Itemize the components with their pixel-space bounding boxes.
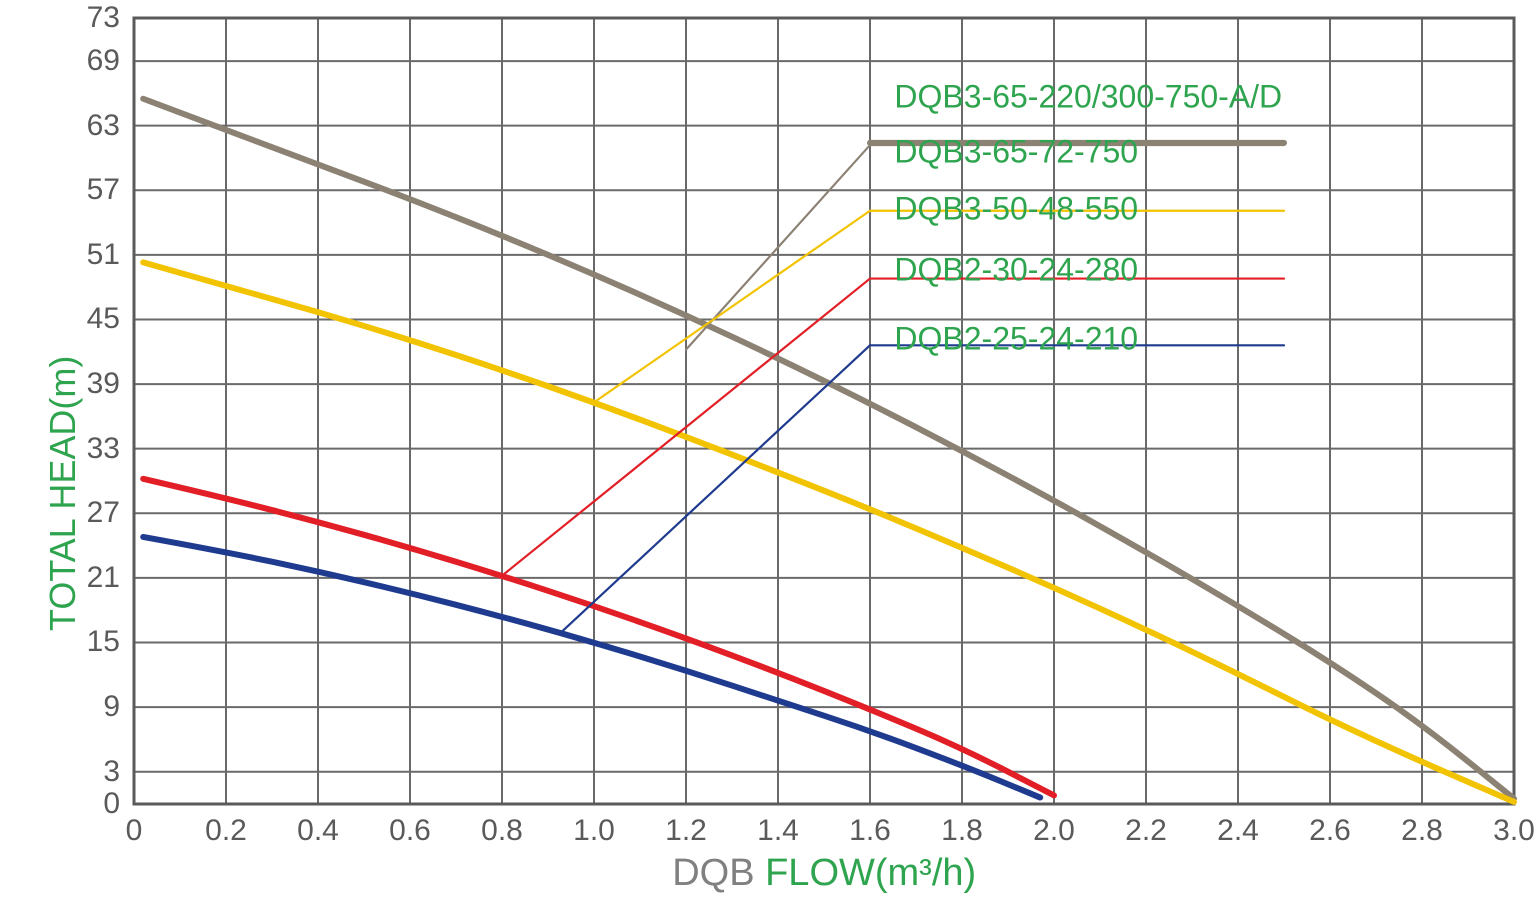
legend-label-dqb3-65-72-750: DQB3-65-72-750 [894, 133, 1138, 170]
x-tick-0.6: 0.6 [389, 814, 431, 848]
y-tick-57: 57 [87, 173, 120, 207]
pump-curve-chart [134, 18, 1514, 804]
y-tick-21: 21 [87, 561, 120, 595]
legend-leaders [502, 143, 1284, 632]
x-tick-0.4: 0.4 [297, 814, 339, 848]
legend-label-dqb3-65-220-300-750-ad: DQB3-65-220/300-750-A/D [894, 78, 1282, 115]
y-tick-73: 73 [87, 1, 120, 35]
y-tick-9: 9 [103, 690, 120, 724]
x-tick-2.4: 2.4 [1217, 814, 1259, 848]
y-axis-title: TOTAL HEAD(m) [42, 356, 84, 631]
legend-label-dqb3-50-48-550: DQB3-50-48-550 [894, 190, 1138, 227]
y-tick-45: 45 [87, 302, 120, 336]
legend-label-dqb2-30-24-280: DQB2-30-24-280 [894, 252, 1138, 289]
x-tick-1.8: 1.8 [941, 814, 983, 848]
x-tick-0.8: 0.8 [481, 814, 523, 848]
y-tick-27: 27 [87, 496, 120, 530]
series-group [143, 99, 1514, 802]
x-tick-0.2: 0.2 [205, 814, 247, 848]
y-tick-63: 63 [87, 109, 120, 143]
y-tick-0: 0 [103, 787, 120, 821]
x-tick-2.6: 2.6 [1309, 814, 1351, 848]
x-tick-1.6: 1.6 [849, 814, 891, 848]
x-tick-2.0: 2.0 [1033, 814, 1075, 848]
chart-svg [134, 18, 1514, 804]
legend-label-dqb2-25-24-210: DQB2-25-24-210 [894, 321, 1138, 358]
y-tick-39: 39 [87, 367, 120, 401]
x-tick-0: 0 [126, 814, 143, 848]
x-axis-title: DQB FLOW(m³/h) [672, 852, 976, 895]
x-tick-1.2: 1.2 [665, 814, 707, 848]
x-tick-1.0: 1.0 [573, 814, 615, 848]
x-axis-prefix: DQB [672, 852, 765, 894]
y-tick-69: 69 [87, 44, 120, 78]
leader-dqb3-50-48-550 [594, 211, 870, 403]
x-tick-2.2: 2.2 [1125, 814, 1167, 848]
y-tick-33: 33 [87, 432, 120, 466]
x-axis-main: FLOW(m³/h) [765, 852, 976, 894]
grid [134, 18, 1514, 804]
y-tick-3: 3 [103, 755, 120, 789]
y-tick-15: 15 [87, 625, 120, 659]
x-tick-2.8: 2.8 [1401, 814, 1443, 848]
x-tick-3.0: 3.0 [1493, 814, 1535, 848]
y-tick-51: 51 [87, 238, 120, 272]
curve-dqb2-25-24-210 [143, 537, 1040, 798]
x-tick-1.4: 1.4 [757, 814, 799, 848]
